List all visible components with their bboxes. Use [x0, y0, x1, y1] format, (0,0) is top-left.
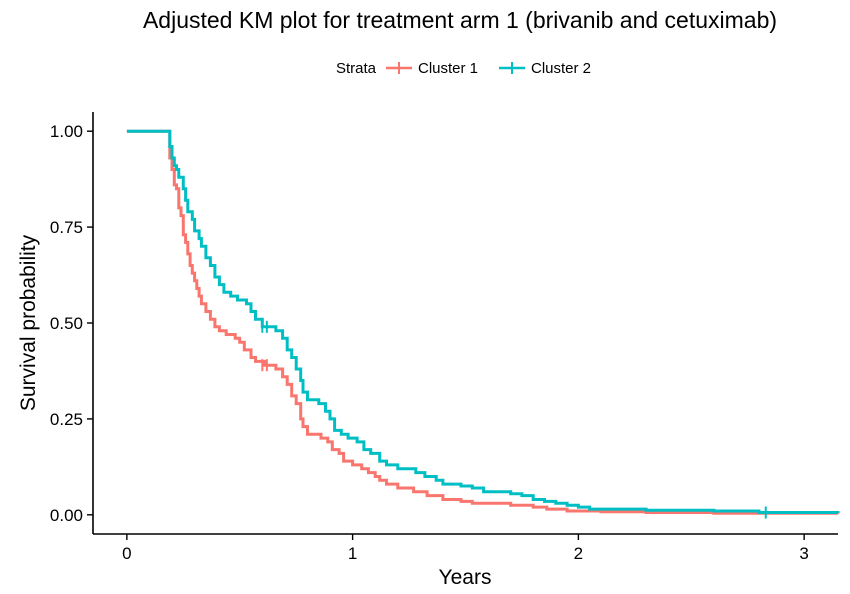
x-tick-label: 0	[122, 544, 131, 563]
chart-title: Adjusted KM plot for treatment arm 1 (br…	[143, 7, 777, 33]
legend-label-cluster-2: Cluster 2	[531, 60, 591, 77]
series-line-cluster-1	[126, 129, 840, 515]
x-axis-label: Years	[439, 566, 492, 589]
y-tick-label: 0.25	[50, 410, 83, 429]
x-tick-label: 3	[799, 544, 808, 563]
y-tick-label: 0.75	[50, 218, 83, 237]
legend-label-cluster-1: Cluster 1	[418, 60, 478, 77]
y-axis-label: Survival probability	[17, 234, 40, 411]
legend-item-cluster-2: Cluster 2	[499, 60, 591, 77]
x-axis-ticks: 0 1 2 3	[122, 534, 809, 563]
y-tick-label: 0.00	[50, 506, 83, 525]
series-line-cluster-2	[126, 129, 840, 514]
censor-marks	[261, 320, 767, 519]
y-tick-label: 0.50	[50, 314, 83, 333]
x-tick-label: 2	[574, 544, 583, 563]
legend-item-cluster-1: Cluster 1	[386, 60, 478, 77]
legend: Strata Cluster 1 Cluster 2	[336, 60, 591, 77]
series-layer	[126, 129, 840, 515]
y-axis-ticks: 0.00 0.25 0.50 0.75 1.00	[50, 122, 93, 525]
legend-title: Strata	[336, 60, 377, 77]
y-tick-label: 1.00	[50, 122, 83, 141]
x-tick-label: 1	[348, 544, 357, 563]
